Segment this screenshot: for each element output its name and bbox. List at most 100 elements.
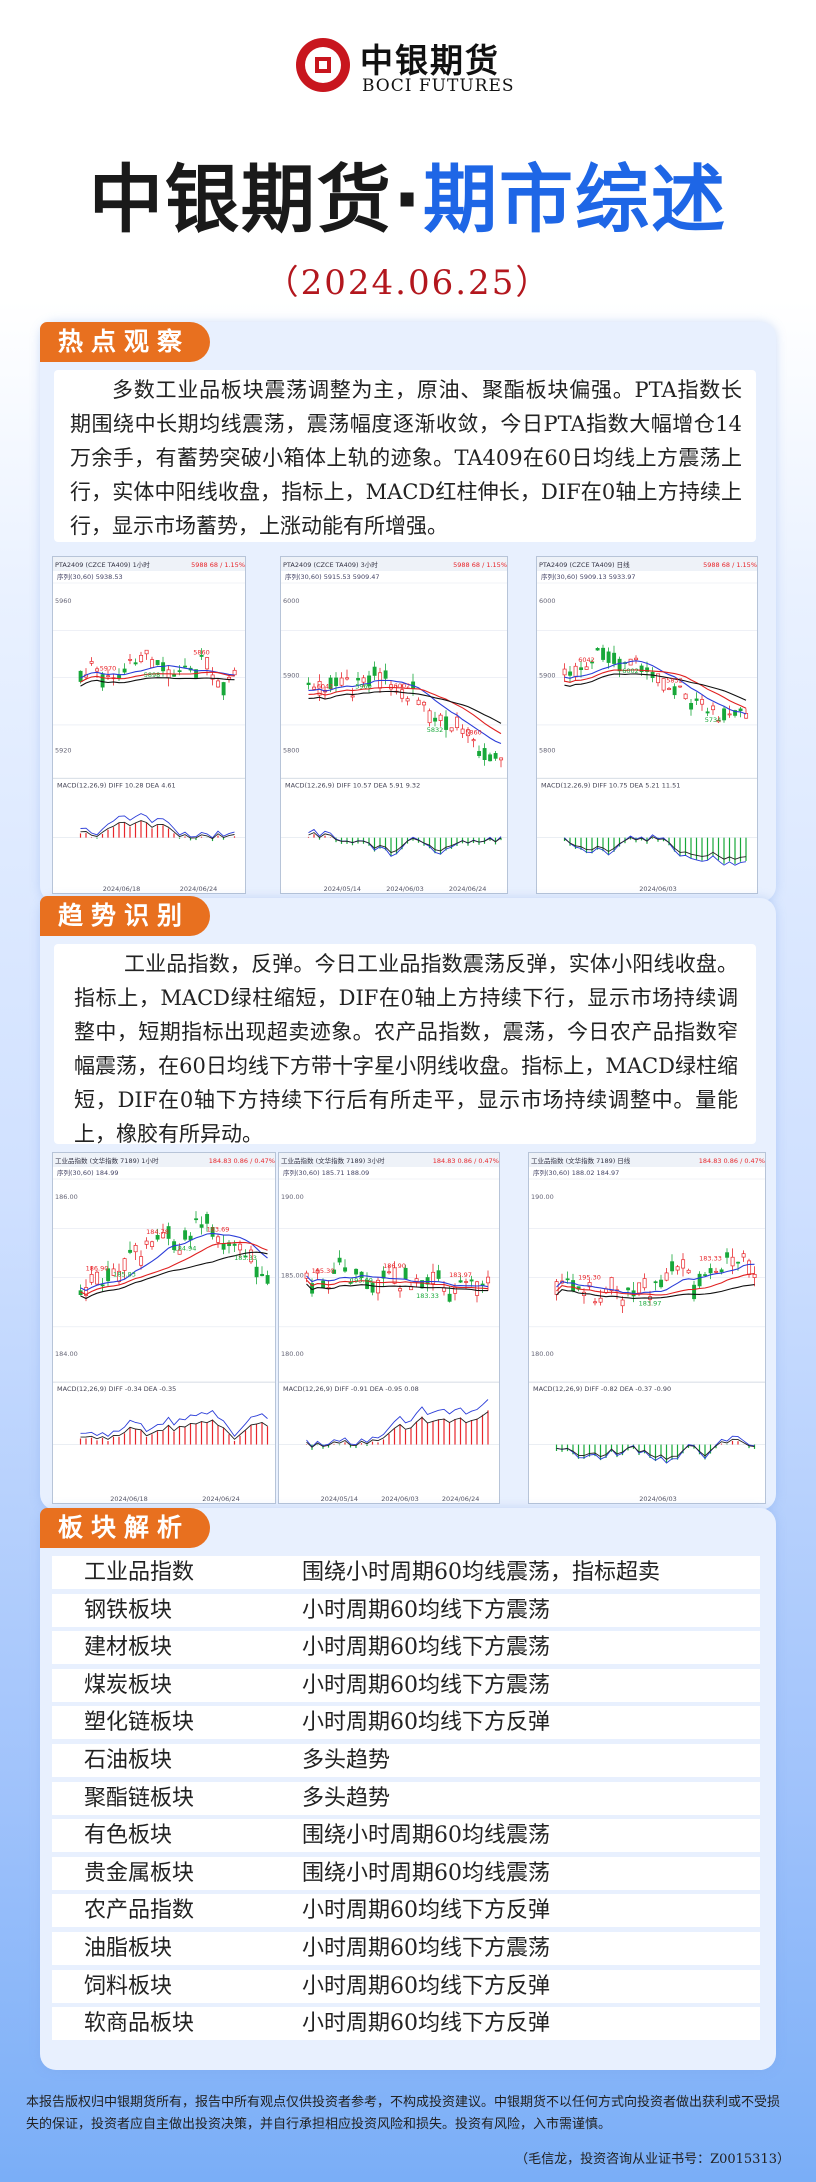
date-label: 2024/06/24: [442, 1495, 479, 1503]
candle-body: [708, 1268, 713, 1274]
candle-body: [345, 677, 350, 680]
ma-long-line: [80, 677, 235, 687]
macd-label: MACD(12,26,9) DIFF -0.82 DEA -0.37 -0.90: [533, 1385, 671, 1393]
price-label: 5898: [144, 671, 161, 679]
candle-body: [383, 670, 388, 679]
candle-body: [482, 748, 487, 761]
candle-body: [714, 1270, 719, 1273]
chart-ma-label: 序列(30,60) 188.02 184.97: [533, 1168, 619, 1177]
sector-name: 油脂板块: [84, 1936, 173, 1961]
price-label: 183.69: [207, 1225, 230, 1233]
candle-body: [460, 728, 465, 734]
trend-paragraph: 工业品指数，反弹。今日工业品指数震荡反弹，实体小阳线收盘。指标上，MACD绿柱缩…: [74, 952, 738, 1146]
candle-body: [89, 661, 94, 664]
price-label: 6002: [622, 667, 639, 675]
candle-body: [612, 652, 617, 664]
candle-body: [694, 698, 699, 701]
candle-body: [210, 674, 215, 680]
industrial-chart-daily: 工业品指数 (文华指数 7189) 日线 184.83 0.86 / 0.47% 序…: [528, 1152, 766, 1504]
candle-body: [100, 1284, 105, 1287]
candle-body: [642, 1278, 647, 1289]
ma-mid-line: [306, 1279, 489, 1290]
candle-body: [265, 1275, 270, 1284]
chart-header: 工业品指数 (文华指数 7189) 3小时: [281, 1156, 385, 1165]
pta-chart-daily: PTA2409 (CZCE TA409) 日线 5988 68 / 1.15% 序列…: [536, 556, 758, 894]
candle-body: [216, 680, 221, 688]
candle-body: [354, 1268, 359, 1275]
date-label: 2024/06/24: [449, 885, 486, 893]
macd-label: MACD(12,26,9) DIFF 10.28 DEA 4.61: [57, 781, 176, 789]
price-label: 183.97: [449, 1271, 472, 1279]
candle-body: [466, 729, 471, 737]
candle-body: [221, 1243, 226, 1250]
price-level: 184.00: [55, 1350, 78, 1358]
candle-body: [161, 1232, 166, 1239]
candle-body: [144, 649, 149, 655]
candle-body: [243, 1255, 248, 1258]
candle-body: [133, 662, 138, 665]
candle-body: [571, 1280, 576, 1292]
sector-row: 油脂板块 小时周期60均线下方震荡: [52, 1932, 760, 1965]
logo-en-text: BOCI FUTURES: [362, 76, 515, 96]
candle-body: [350, 695, 355, 698]
candle-body: [499, 757, 504, 761]
dea-line: [308, 832, 502, 854]
candle-body: [593, 1301, 598, 1304]
date-label: 2024/06/03: [639, 885, 676, 893]
ma-long-line: [80, 1251, 268, 1300]
chart-ma-label: 序列(30,60) 184.99: [57, 1168, 119, 1177]
disclaimer: 本报告版权归中银期货所有，报告中所有观点仅供投资者参考，不构成投资建议。中银期货…: [26, 2095, 781, 2132]
candle-body: [620, 1299, 625, 1307]
price-label: 5832: [666, 677, 683, 685]
candle-body: [656, 673, 661, 684]
sector-desc: 小时周期60均线下方震荡: [302, 1635, 550, 1661]
candle-body: [568, 671, 573, 676]
candle-body: [312, 686, 317, 690]
candle-body: [703, 1274, 708, 1276]
candle-body: [447, 1293, 452, 1302]
candle-body: [111, 1268, 116, 1276]
sector-section-tag: 板块解析: [40, 1508, 210, 1548]
diff-line: [564, 834, 747, 866]
sector-desc: 围绕小时周期60均线震荡，指标超卖: [302, 1560, 660, 1585]
candle-body: [306, 682, 311, 685]
candle-body: [637, 1282, 642, 1294]
chart-header-bar: [53, 557, 245, 571]
ma-short-line: [308, 679, 502, 745]
candle-body: [133, 1245, 138, 1253]
sector-name: 饲料板块: [84, 1973, 173, 1999]
candle-body: [166, 1226, 171, 1239]
candle-body: [433, 717, 438, 722]
candle-body: [565, 1278, 570, 1281]
candle-body: [670, 1261, 675, 1272]
price-label: 195.30: [312, 1267, 335, 1275]
sector-row: 工业品指数 围绕小时周期60均线震荡，指标超卖: [52, 1556, 760, 1589]
sector-desc: 围绕小时周期60均线震荡: [302, 1823, 550, 1849]
ma-mid-line: [80, 1241, 268, 1296]
date-label: 2024/06/24: [180, 885, 217, 893]
sector-desc: 小时周期60均线下方震荡: [302, 1936, 550, 1961]
candle-body: [659, 1279, 664, 1288]
candle-body: [727, 713, 732, 716]
candle-body: [730, 1256, 735, 1267]
candle-body: [598, 1297, 603, 1303]
candle-body: [590, 661, 595, 664]
price-label: 184.78: [146, 1228, 169, 1236]
price-label: 6002: [394, 682, 411, 690]
price-label: 6042: [578, 656, 595, 664]
dea-line: [80, 820, 235, 840]
macd-label: MACD(12,26,9) DIFF -0.34 DEA -0.35: [57, 1385, 176, 1393]
industrial-chart-daily-svg: 工业品指数 (文华指数 7189) 日线 184.83 0.86 / 0.47% 序…: [529, 1153, 765, 1503]
price-level: 186.00: [55, 1193, 78, 1201]
sector-desc: 小时周期60均线下方震荡: [302, 1597, 550, 1623]
chart-change: 5988 68 / 1.15%: [703, 561, 757, 569]
sector-desc: 小时周期60均线下方反弹: [302, 1898, 550, 1924]
candle-body: [436, 1270, 441, 1279]
candle-body: [738, 708, 743, 712]
ma-short-line: [80, 1232, 268, 1292]
company-logo: 中银期货 BOCI FUTURES: [290, 32, 530, 102]
chart-change: 184.83 0.86 / 0.47%: [209, 1157, 275, 1165]
hot-paragraph: 多数工业品板块震荡调整为主，原油、聚酯板块偏强。PTA指数长期围绕中长期均线震荡…: [70, 378, 742, 538]
trend-section-tag: 趋势识别: [40, 896, 210, 936]
candle-body: [579, 667, 584, 670]
